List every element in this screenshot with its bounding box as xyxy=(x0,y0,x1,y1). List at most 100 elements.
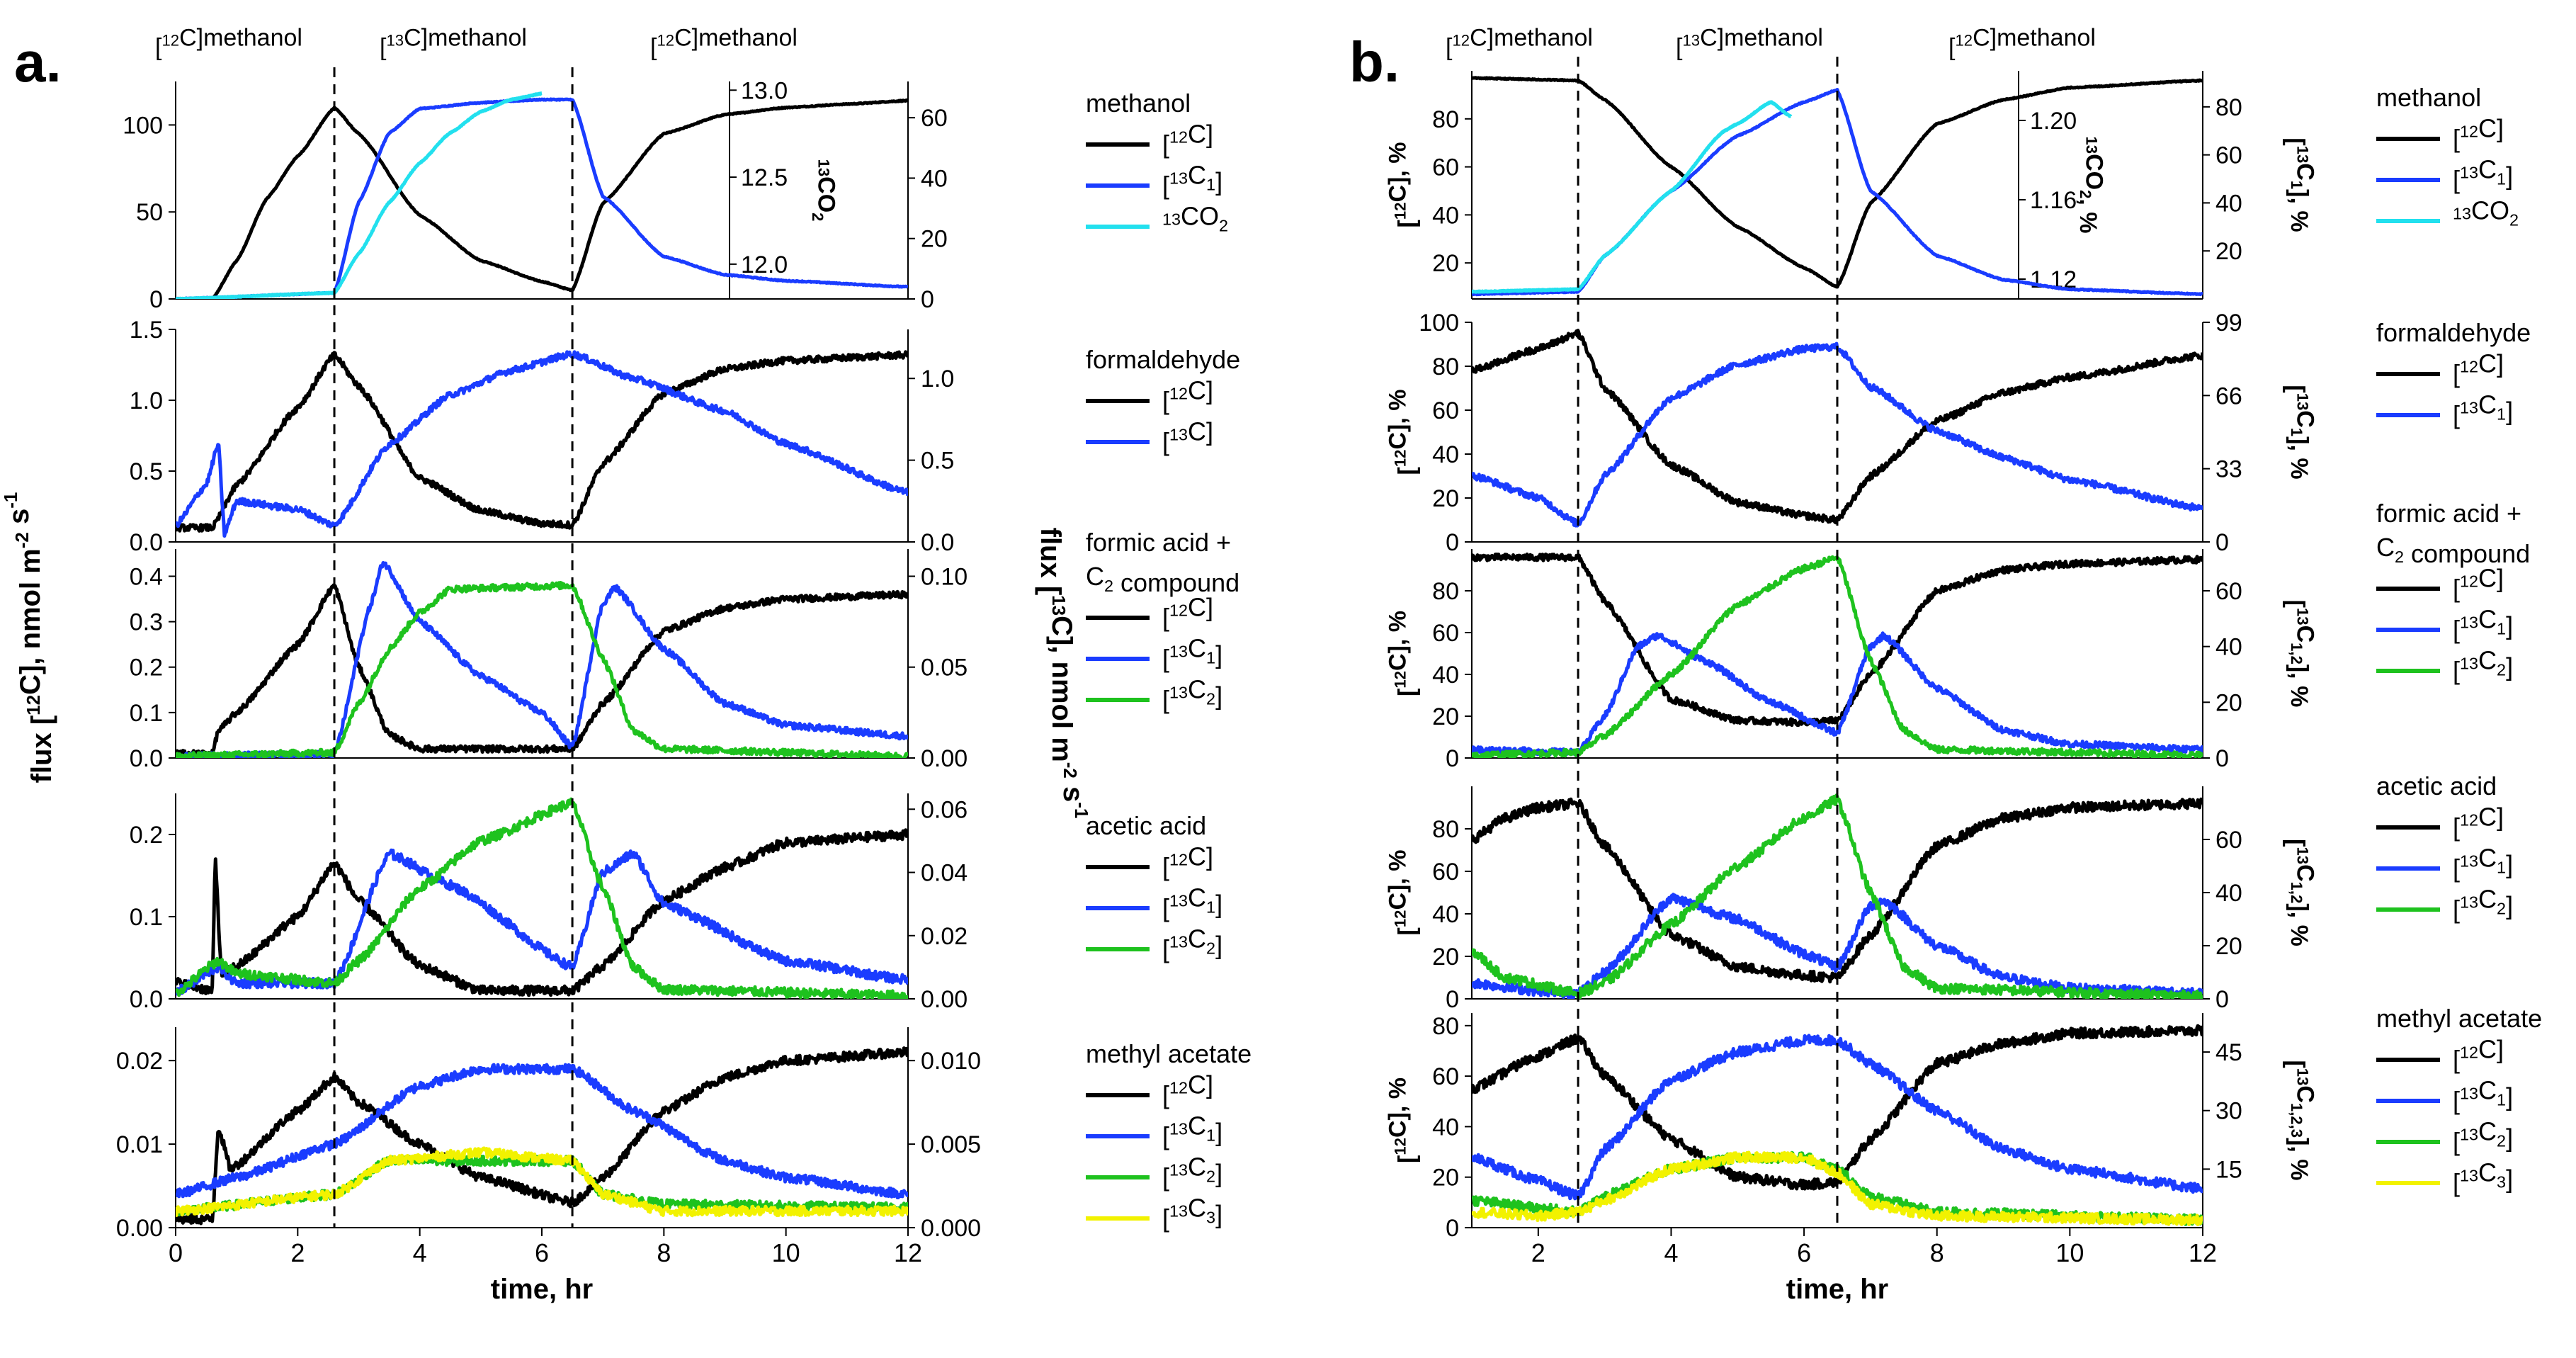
label-part: 13 xyxy=(1169,1161,1188,1179)
legend-item: [12C] xyxy=(2453,349,2504,388)
label-part: [ xyxy=(1394,220,1421,227)
y-axis-title-left: [12C], % xyxy=(1384,1077,1421,1163)
label-part: C xyxy=(2478,803,2497,832)
label-part: 0 xyxy=(1446,986,1459,1013)
label-part: 0.06 xyxy=(921,796,968,823)
legend-methyl-acetate: methyl acetate[12C][13C1][13C2][13C3] xyxy=(1086,1039,1252,1233)
tick-label: 0 xyxy=(1446,1215,1459,1242)
legend-item: [13C] xyxy=(1162,417,1213,456)
label-part: 0.01 xyxy=(116,1131,163,1158)
label-part: 8 xyxy=(1930,1238,1944,1267)
label-part: 12 xyxy=(1169,385,1188,403)
series-line-12C xyxy=(176,350,908,533)
label-part: ] xyxy=(2497,564,2504,593)
label-part: 2 xyxy=(2497,1132,2506,1150)
tick-label: 33 xyxy=(2215,456,2242,483)
label-part: C xyxy=(2292,1085,2319,1103)
tick-label: 60 xyxy=(921,105,948,132)
label-part: 12 xyxy=(2460,123,2478,141)
label-part: C xyxy=(2292,864,2319,882)
label-part: [ xyxy=(2282,137,2309,145)
legend-title: C2 compound xyxy=(2376,533,2530,568)
y-axis-title-left: [12C], % xyxy=(1384,390,1421,475)
tick-label: 0.1 xyxy=(130,700,163,727)
label-part: [ xyxy=(2453,400,2460,429)
label-part: CO xyxy=(813,176,840,213)
panel-a: 050100020406012.012.513.013CO20.00.51.01… xyxy=(116,24,1252,1305)
tick-label: 99 xyxy=(2215,310,2242,336)
tick-label: 0.00 xyxy=(116,1215,163,1242)
tick-label: 20 xyxy=(1432,485,1459,512)
series-line-13C3 xyxy=(1472,1150,2203,1227)
label-part: time, hr xyxy=(1786,1274,1888,1305)
label-part: flux [ xyxy=(26,715,57,783)
label-part: C]methanol xyxy=(1973,24,2096,51)
label-part: 1,2,3 xyxy=(2288,1103,2305,1138)
label-part: 12 xyxy=(2460,358,2478,376)
label-part: formic acid + xyxy=(2376,499,2521,528)
label-part: 0 xyxy=(921,286,934,313)
label-part: 13 xyxy=(1169,426,1188,444)
label-part: ] xyxy=(1215,890,1222,919)
label-part: 3 xyxy=(2497,1173,2506,1192)
label-part: 0.005 xyxy=(921,1131,981,1158)
tick-label: 0 xyxy=(149,286,163,313)
label-part: 1,2 xyxy=(2288,643,2305,664)
legend-item: [13C1] xyxy=(2453,605,2513,644)
label-part: 20 xyxy=(1432,1165,1459,1192)
label-part: C]methanol xyxy=(1470,24,1593,51)
tick-label: 0.02 xyxy=(921,923,968,950)
label-part: 60 xyxy=(1432,1063,1459,1090)
label-part: 60 xyxy=(921,105,948,132)
series-line-12C xyxy=(176,828,908,997)
label-part: [ xyxy=(2453,813,2460,842)
label-part: C xyxy=(2478,390,2497,419)
y-axis-title-right: [13C1], % xyxy=(2282,385,2319,479)
label-part: C xyxy=(2478,844,2497,873)
label-part: 2 xyxy=(2509,211,2519,230)
legend-item: [12C] xyxy=(1162,120,1213,159)
label-part: [ xyxy=(1394,927,1421,935)
label-part: 12 xyxy=(1391,450,1409,468)
label-part: 13 xyxy=(2294,393,2312,411)
series-line-12C xyxy=(1472,329,2203,525)
label-part: methyl acetate xyxy=(1086,1039,1252,1068)
label-part: 15 xyxy=(2215,1156,2242,1183)
label-part: 12 xyxy=(1453,31,1470,49)
legend-formaldehyde: formaldehyde[12C][13C1] xyxy=(2376,318,2531,429)
label-part: 80 xyxy=(2215,94,2242,121)
legend-item: [12C] xyxy=(2453,564,2504,603)
label-part: 12 xyxy=(2460,811,2478,830)
tick-label: 20 xyxy=(2215,689,2242,716)
label-part: C xyxy=(1188,1194,1206,1223)
label-part: 12 xyxy=(657,31,675,49)
label-part: 1 xyxy=(1206,649,1215,667)
tick-label: 15 xyxy=(2215,1156,2242,1183)
tick-label: 20 xyxy=(2215,238,2242,265)
label-part: 20 xyxy=(2215,238,2242,265)
label-part: 2 xyxy=(1104,577,1113,595)
label-part: [ xyxy=(1162,171,1169,200)
label-part: 40 xyxy=(1432,662,1459,689)
label-part: [ xyxy=(2453,1127,2460,1156)
tick-label: 0.0 xyxy=(130,986,163,1013)
label-part: 10 xyxy=(772,1238,800,1267)
label-part: 30 xyxy=(2215,1098,2242,1125)
label-part: 13 xyxy=(2294,847,2312,865)
label-part: 20 xyxy=(1432,485,1459,512)
label-part: 60 xyxy=(1432,397,1459,424)
tick-label: 0.05 xyxy=(921,655,968,681)
label-part: [ xyxy=(2282,600,2309,608)
legend-item: [13C2] xyxy=(2453,646,2513,685)
legend-item: [13C1] xyxy=(1162,634,1222,673)
x-tick-label: 12 xyxy=(894,1238,922,1267)
y-axis-title-left: [12C], % xyxy=(1384,850,1421,936)
label-part: C], nmol m xyxy=(15,548,46,695)
label-part: C xyxy=(2478,1158,2497,1187)
label-part: [ xyxy=(2453,574,2460,603)
label-part: C xyxy=(2292,163,2319,181)
label-part: C xyxy=(2376,533,2395,562)
label-part: 100 xyxy=(123,112,163,139)
